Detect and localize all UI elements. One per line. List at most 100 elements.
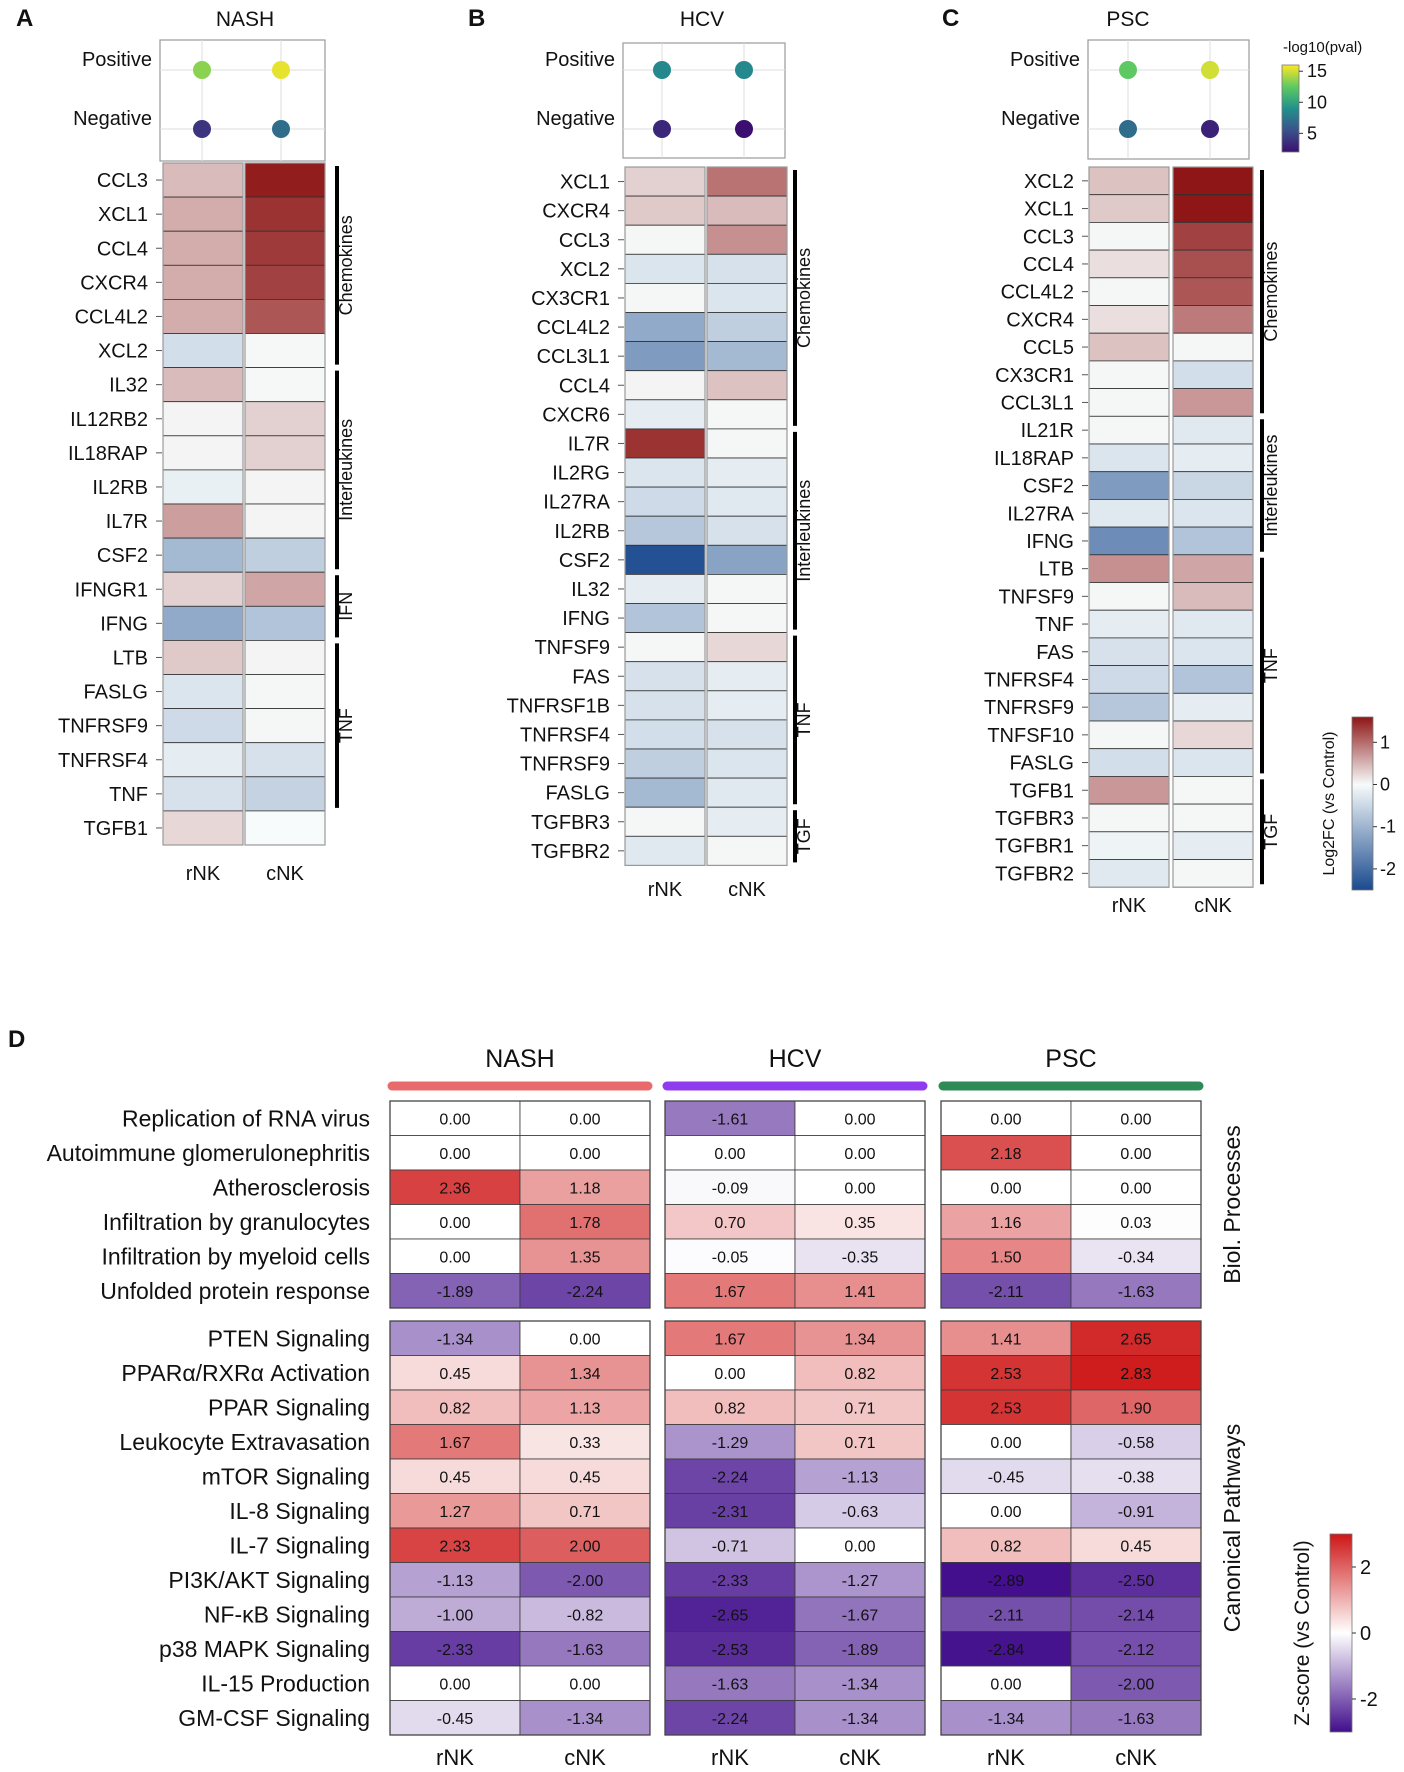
category-label: Chemokines — [794, 248, 814, 348]
heatmap-cell — [162, 196, 244, 232]
dot-row-label: Positive — [545, 49, 615, 71]
gene-label: IFNG — [562, 608, 610, 630]
heatmap-cell — [1088, 665, 1170, 694]
block-frame — [664, 1100, 926, 1309]
heatmap-cell — [1172, 692, 1254, 722]
pathway-label: Infiltration by granulocytes — [103, 1209, 370, 1235]
gene-label: IFNGR1 — [75, 579, 148, 601]
zscore-value: -2.50 — [1118, 1573, 1155, 1590]
heatmap-cell — [706, 515, 788, 546]
zscore-cell — [794, 1135, 926, 1171]
gene-label: IL7R — [106, 511, 148, 533]
zscore-value: -2.24 — [712, 1469, 749, 1486]
heatmap-cell — [706, 282, 788, 313]
zscore-value: 0.00 — [844, 1146, 875, 1163]
heatmap-cell — [162, 571, 244, 607]
heatmap-cell — [244, 674, 326, 709]
zscore-value: 0.35 — [844, 1215, 875, 1232]
pval-dot — [272, 61, 290, 79]
heatmap-cell — [624, 486, 706, 517]
zscore-value: -2.65 — [712, 1607, 749, 1624]
heatmap-cell — [706, 253, 788, 284]
gene-label: IL2RB — [92, 477, 148, 499]
zscore-cell — [1070, 1596, 1202, 1632]
zscore-value: 1.90 — [1120, 1400, 1151, 1417]
zscore-value: -1.63 — [1118, 1711, 1155, 1728]
panel-title: PSC — [1106, 8, 1149, 31]
heatmap-cell — [1088, 720, 1170, 750]
zscore-value: 1.41 — [844, 1284, 875, 1301]
heatmap-cell — [1172, 831, 1254, 860]
heatmap-cell — [706, 428, 788, 459]
gene-label: CCL4L2 — [1001, 282, 1074, 304]
zscore-value: -1.63 — [567, 1642, 604, 1659]
heatmap-cell — [244, 605, 326, 641]
zscore-value: -0.35 — [842, 1249, 879, 1266]
gene-label: IL18RAP — [994, 448, 1074, 470]
heatmap-cell — [162, 605, 244, 641]
heatmap-cell — [1088, 332, 1170, 362]
column-frame — [624, 166, 706, 867]
gene-label: CCL4 — [1023, 254, 1074, 276]
heatmap-cell — [1088, 249, 1170, 279]
gene-label: XCL1 — [560, 172, 610, 194]
zscore-legend-tick: 0 — [1360, 1623, 1371, 1645]
heatmap-cell — [244, 810, 326, 846]
heatmap-cell — [162, 537, 244, 573]
gene-label: IL27RA — [543, 492, 610, 514]
gene-label: TNFRSF9 — [984, 697, 1074, 719]
zscore-value: 1.67 — [714, 1284, 745, 1301]
heatmap-cell — [624, 719, 706, 750]
zscore-cell — [519, 1596, 651, 1632]
zscore-cell — [664, 1169, 796, 1205]
zscore-cell — [1070, 1355, 1202, 1391]
heatmap-cell — [624, 166, 706, 197]
zscore-value: 0.45 — [569, 1469, 600, 1486]
heatmap-cell — [162, 264, 244, 300]
gene-label: IL7R — [568, 433, 610, 455]
heatmap-cell — [162, 435, 244, 471]
gene-label: XCL1 — [1024, 199, 1074, 221]
pval-legend-tick: 15 — [1307, 61, 1327, 81]
zscore-value: 1.18 — [569, 1180, 600, 1197]
dot-row-label: Positive — [82, 49, 152, 71]
column-frame — [244, 162, 326, 846]
log2fc-colorbar — [1351, 716, 1374, 891]
panel-title: NASH — [216, 8, 274, 31]
column-frame — [706, 166, 788, 867]
zscore-value: -2.24 — [712, 1711, 749, 1728]
zscore-value: -1.27 — [842, 1573, 879, 1590]
gene-label: CCL3 — [97, 170, 148, 192]
heatmap-cell — [1088, 471, 1170, 500]
zscore-cell — [389, 1493, 521, 1529]
zscore-legend-tick: -2 — [1360, 1689, 1378, 1711]
zscore-cell — [794, 1424, 926, 1460]
dot-row-label: Negative — [536, 108, 615, 130]
gene-label: IFNG — [1026, 531, 1074, 553]
gene-label: TNFSF9 — [998, 586, 1074, 608]
gene-label: XCL1 — [98, 204, 148, 226]
pval-dot — [735, 61, 753, 79]
zscore-value: -0.45 — [988, 1469, 1025, 1486]
zscore-colorbar — [1329, 1533, 1353, 1733]
zscore-cell — [519, 1204, 651, 1240]
heatmap-cell — [244, 742, 326, 778]
heatmap-cell — [624, 282, 706, 313]
zscore-cell — [940, 1700, 1072, 1736]
gene-label: FASLG — [546, 783, 610, 805]
heatmap-cell — [1088, 637, 1170, 667]
column-label: rNK — [711, 1745, 749, 1770]
zscore-value: -2.00 — [567, 1573, 604, 1590]
pval-dot — [272, 120, 290, 138]
pathway-label: PPARα/RXRα Activation — [121, 1360, 370, 1386]
zscore-value: -1.89 — [842, 1642, 879, 1659]
zscore-value: -2.84 — [988, 1642, 1025, 1659]
group-label: Biol. Processes — [1219, 1125, 1245, 1284]
pval-dot-frame — [622, 42, 786, 159]
heatmap-cell — [706, 690, 788, 721]
zscore-value: -2.12 — [1118, 1642, 1155, 1659]
heatmap-cell — [1088, 415, 1170, 445]
zscore-value: -1.34 — [437, 1331, 474, 1348]
heatmap-cell — [624, 312, 706, 343]
heatmap-cell — [624, 603, 706, 634]
